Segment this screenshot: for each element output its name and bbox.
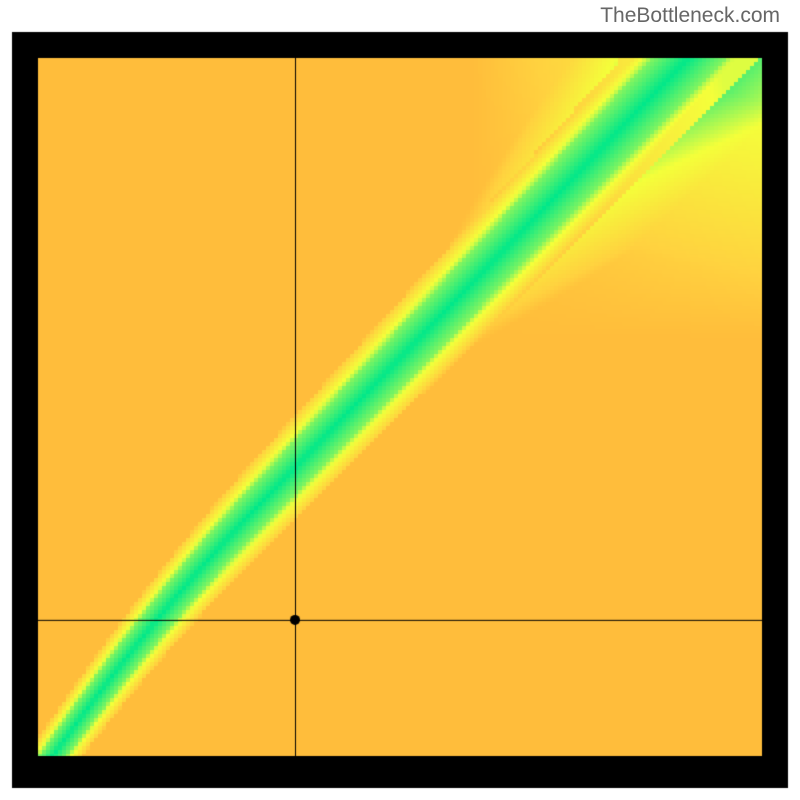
heatmap-canvas: [0, 0, 800, 800]
chart-container: TheBottleneck.com: [0, 0, 800, 800]
watermark-text: TheBottleneck.com: [600, 4, 780, 28]
